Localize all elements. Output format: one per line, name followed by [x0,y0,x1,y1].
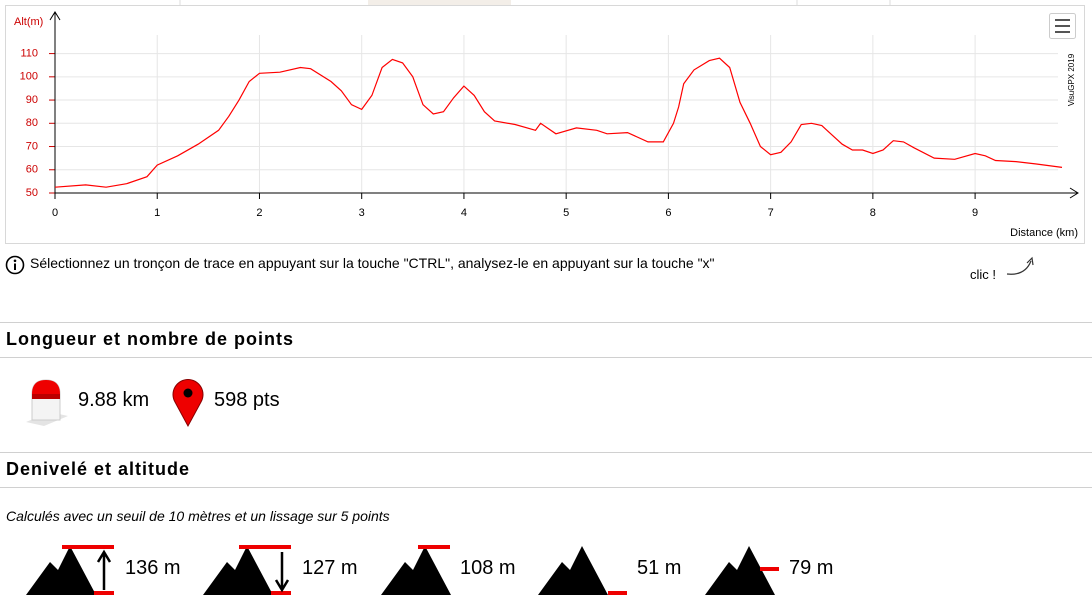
length-value: 9.88 km [78,389,150,411]
x-tick-label: 4 [461,207,467,219]
elevation-chart: Alt(m) Distance (km) VisuGPX 2019 506070… [5,0,1085,244]
min-altitude-value: 51 m [637,557,682,579]
y-axis-label: Alt(m) [14,16,43,28]
menu-icon[interactable] [1055,19,1070,33]
loss-value: 127 m [302,557,358,579]
pin-icon [172,379,204,428]
y-tick-label: 90 [26,94,38,106]
y-tick-label: 50 [26,187,38,199]
y-tick-label: 100 [20,71,38,83]
credit: VisuGPX 2019 [1067,53,1076,106]
min-altitude-icon [538,546,627,595]
mean-altitude-value: 79 m [789,557,834,579]
hint[interactable]: clic ! [970,267,996,282]
gain-value: 136 m [125,557,181,579]
max-altitude-value: 108 m [460,557,516,579]
x-tick-label: 8 [870,207,876,219]
elevation-icons [26,545,779,595]
elevation-line [54,57,1063,188]
y-tick-label: 60 [26,164,38,176]
mean-altitude-icon [705,546,779,595]
x-tick-label: 0 [52,207,58,219]
y-tick-label: 110 [20,47,38,59]
max-altitude-icon [381,545,451,595]
section-header: Longueur et nombre de points [0,322,1092,358]
x-tick-label: 2 [256,207,262,219]
chart-frame [5,5,1085,244]
menu-button[interactable] [1049,13,1076,39]
points-value: 598 pts [214,389,280,411]
x-tick-label: 1 [154,207,160,219]
x-tick-label: 6 [665,207,671,219]
section-header: Denivelé et altitude [0,452,1092,488]
x-tick-label: 9 [972,207,978,219]
x-axis [55,187,1079,199]
section-title: Denivelé et altitude [6,459,191,479]
y-axis [49,11,61,193]
loss-icon [203,545,291,595]
info-text: Sélectionnez un tronçon de trace en appu… [30,255,715,271]
hint-arrow [1006,256,1034,275]
x-tick-label: 5 [563,207,569,219]
note: Calculés avec un seuil de 10 mètres et u… [6,508,390,524]
x-tick-label: 7 [768,207,774,219]
x-tick-label: 3 [359,207,365,219]
y-tick-label: 80 [26,117,38,129]
tab-active [368,0,511,5]
y-tick-label: 70 [26,140,38,152]
gain-icon [26,545,114,595]
section-title: Longueur et nombre de points [6,329,294,349]
milestone-icon [26,379,68,426]
x-axis-label: Distance (km) [1010,227,1078,239]
info-icon [5,255,25,275]
